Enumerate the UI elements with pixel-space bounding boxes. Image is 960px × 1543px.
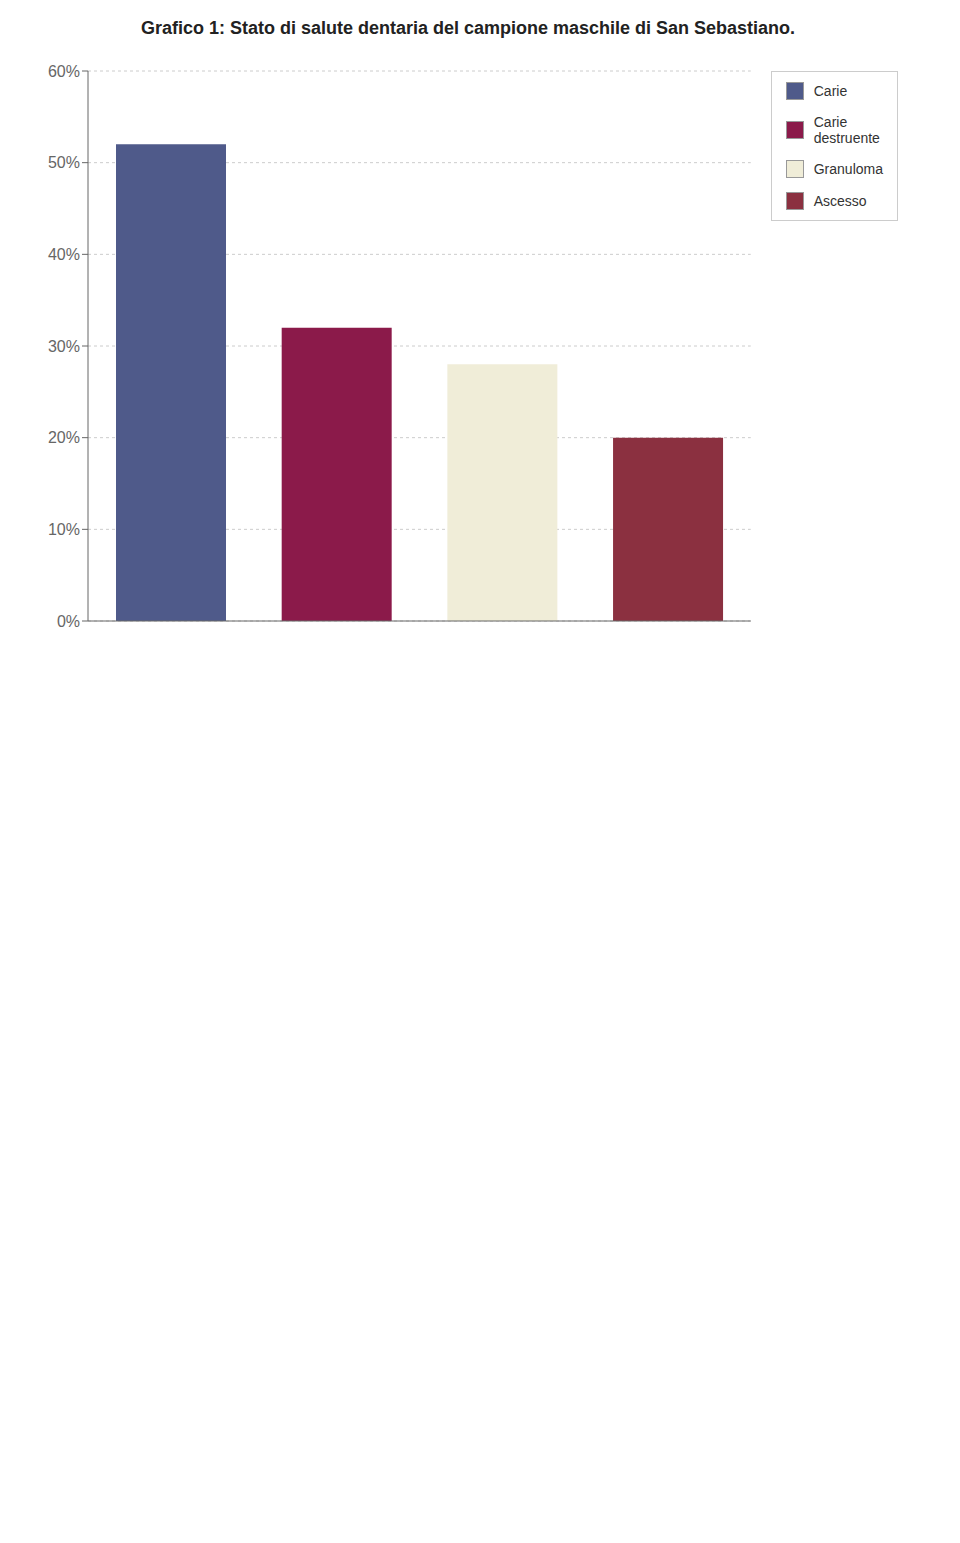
svg-text:60%: 60% [48,63,80,80]
svg-text:40%: 40% [48,246,80,263]
html-text:Grafico 1: Stato di salute den: Grafico 1: Stato di salute dentaria del … [140,18,796,38]
svg-text:20%: 20% [48,429,80,446]
html-text:Carie: Carie [813,83,848,99]
svg-text:0%: 0% [57,613,80,630]
html-text:Carie destruente: Carie destruente [813,114,880,146]
svg-text:10%: 10% [48,521,80,538]
html-text:Ascesso: Ascesso [813,193,867,209]
html-text:Granuloma: Granuloma [813,161,883,177]
svg-text:30%: 30% [48,338,80,355]
svg-text:50%: 50% [48,154,80,171]
